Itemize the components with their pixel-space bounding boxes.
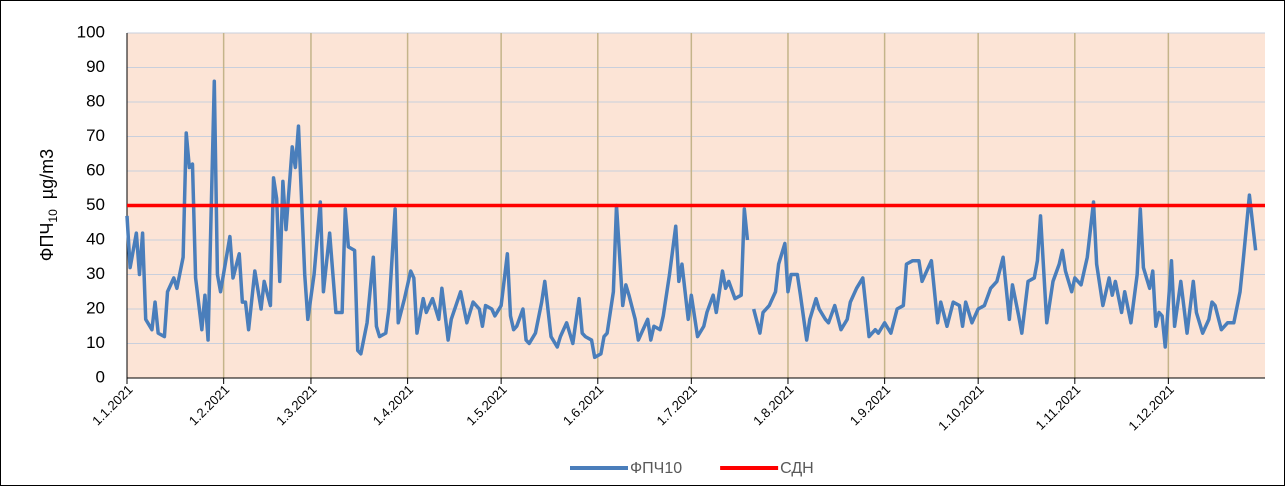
y-tick-label: 90 (86, 57, 105, 76)
y-tick-label: 50 (86, 195, 105, 214)
y-tick-label: 30 (86, 264, 105, 283)
y-tick-label: 70 (86, 126, 105, 145)
data-line (125, 79, 1258, 360)
y-label-name: ФПЧ (37, 223, 57, 262)
y-axis-label: ФПЧ10 µg/m3 (37, 149, 60, 261)
legend-label: ФПЧ10 (630, 460, 682, 477)
y-tick-label: 60 (86, 160, 105, 179)
y-tick-label: 20 (86, 298, 105, 317)
y-tick-label: 80 (86, 91, 105, 110)
y-tick-label: 100 (77, 22, 105, 41)
y-label-unit: µg/m3 (37, 149, 57, 199)
legend-label: СДН (780, 460, 814, 477)
y-tick-label: 40 (86, 229, 105, 248)
y-tick-label: 10 (86, 333, 105, 352)
y-label-sub: 10 (46, 209, 60, 223)
y-tick-label: 0 (96, 367, 105, 386)
